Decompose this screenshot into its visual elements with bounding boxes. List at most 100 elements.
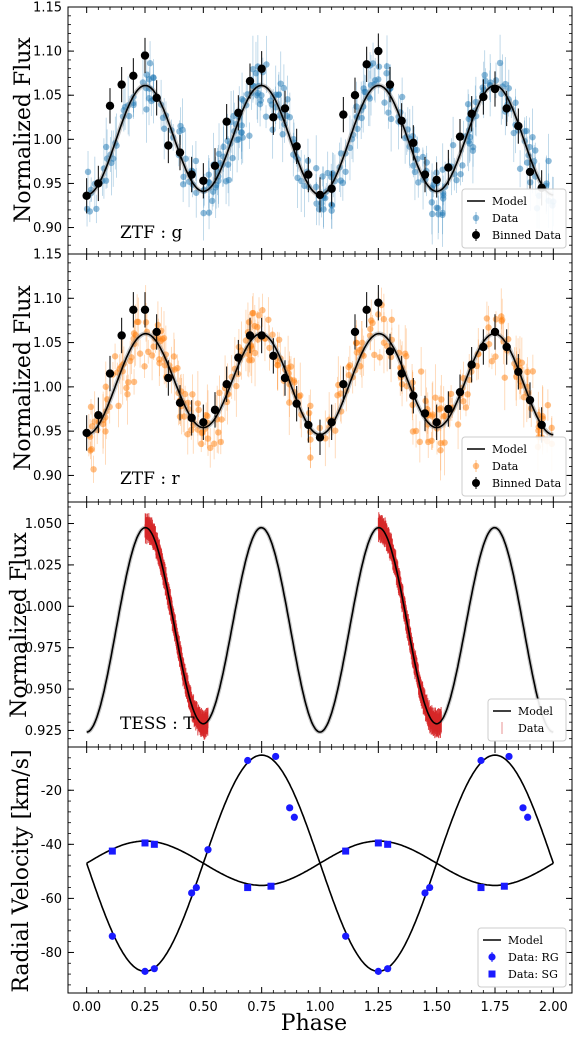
data-point [526,143,533,151]
binned-point [362,60,371,69]
binned-point [269,113,278,122]
binned-point [315,433,325,442]
data-point [102,383,110,390]
x-tick-label: 0.25 [131,1000,160,1015]
binned-point [432,175,441,185]
y-tick-label: 0.90 [33,221,62,236]
data-point [205,209,213,216]
binned-point [164,141,173,150]
data-point [492,316,500,323]
data-point [220,143,227,151]
data-point [93,205,100,213]
data-point [249,309,257,317]
sg-data-point [141,839,149,847]
data-point [114,369,121,376]
plot-area [86,512,554,740]
data-point [459,162,466,169]
data-point [215,150,223,158]
data-point [412,427,420,435]
data-point [488,358,496,365]
y-tick-label: -40 [41,838,62,853]
ylabel-radial-velocity: Radial Velocity [km/s] [9,749,34,992]
data-point [238,122,245,129]
data-point [150,343,157,350]
binned-point [385,347,395,356]
y-tick-label: 0.950 [25,683,62,698]
data-point [358,339,366,346]
plot-area [82,33,557,247]
sg-data-point [108,847,116,855]
legend-symbol-sg [488,970,496,978]
band-label-ztf-g: ZTF : g [120,223,182,243]
binned-point [117,80,126,89]
data-point [403,382,410,390]
data-point [441,412,449,420]
rg-data-point [204,846,212,854]
binned-point [339,380,348,389]
binned-point [129,71,138,81]
rg-data-point [286,804,294,812]
data-point [205,171,212,178]
data-point [150,74,157,82]
data-point [425,438,432,446]
binned-point [304,420,313,430]
rg-data-point [192,883,200,892]
binned-point [525,167,535,177]
legend: Model Data Binned Data [461,436,567,497]
sg-data-point [500,882,508,890]
data-point [135,318,142,326]
data-point [419,153,427,161]
legend: Model Data [487,698,567,742]
binned-point [245,76,255,86]
legend-symbol-binned [472,479,480,487]
binned-point [397,116,406,125]
binned-point [140,51,150,60]
data-point [171,366,178,373]
data-point [404,126,412,133]
data-point [246,132,253,139]
data-point [277,80,284,87]
binned-point [409,138,418,148]
data-point [517,382,525,389]
binned-point [479,342,488,352]
data-point [367,81,375,89]
data-point [387,115,395,123]
ylabel-tess: Normalized Flux [7,532,32,718]
rg-data-point [342,932,350,940]
data-point [342,168,349,175]
data-point [123,384,130,392]
legend-box [461,188,567,249]
data-point [361,88,368,96]
data-point [315,205,323,213]
y-tick-label: -20 [41,784,62,799]
data-point [265,316,272,323]
data-point [466,376,473,384]
data-point [193,189,200,196]
data-point [464,391,471,398]
sg-data-point [384,840,392,848]
legend-label: Binned Data [492,229,562,242]
data-point [207,444,214,452]
legend-label: Model [508,934,543,947]
x-tick-label: 1.25 [364,1000,393,1015]
data-point [212,184,219,191]
data-point [177,122,184,130]
rg-data-point [426,883,434,892]
data-point [319,173,326,180]
binned-point [94,411,103,420]
binned-point [304,170,313,179]
data-point [280,84,288,92]
data-point [160,334,168,342]
rg-data-point [519,804,527,812]
data-point [332,427,339,434]
data-point [86,208,94,215]
binned-point [409,391,418,400]
data-point [269,126,276,133]
binned-point [199,176,208,185]
data-point [143,106,150,113]
data-point [388,316,396,323]
data-point [195,406,202,414]
binned-point [467,109,476,118]
data-point [464,100,472,108]
data-point [481,71,488,79]
